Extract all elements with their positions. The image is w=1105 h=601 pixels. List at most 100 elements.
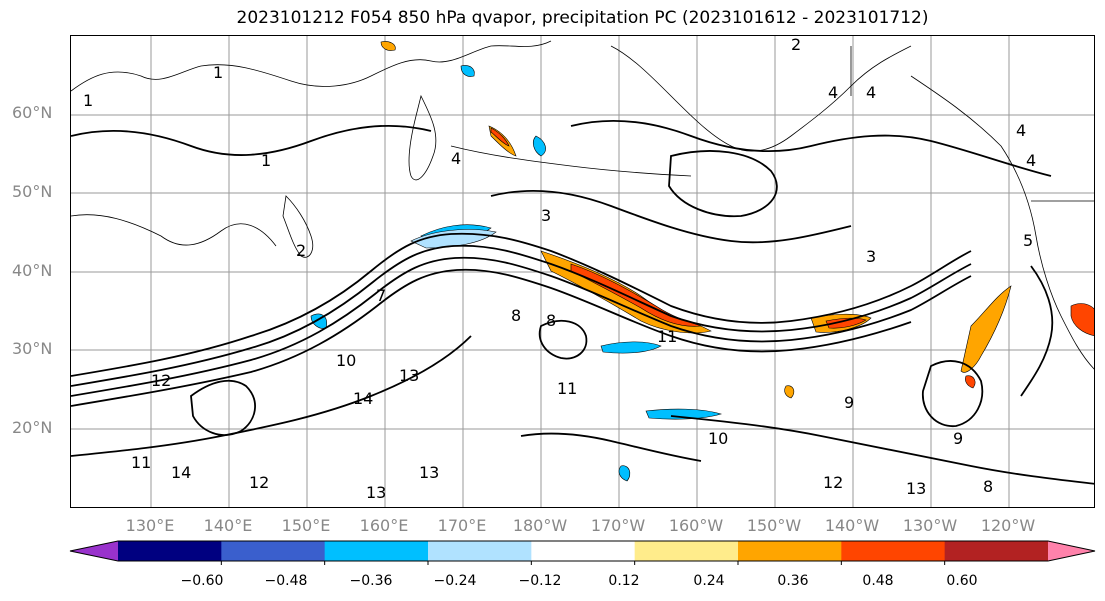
lon-label-160e: 160°E <box>359 516 409 535</box>
precip-orange-small1 <box>965 375 976 389</box>
lon-label-150w: 150°W <box>746 516 802 535</box>
contour-label: 3 <box>866 247 876 266</box>
contour-label: 8 <box>511 306 521 325</box>
contour-jet-1 <box>71 232 972 377</box>
contour-label: 1 <box>83 91 93 110</box>
contour-label: 4 <box>866 83 876 102</box>
lon-label-140e: 140°E <box>203 516 253 535</box>
contour-label: 4 <box>451 149 461 168</box>
contour-east-loop <box>922 360 984 427</box>
contour-label: 12 <box>249 473 269 492</box>
contour-label: 8 <box>546 311 556 330</box>
contour-jet-4 <box>71 268 912 407</box>
contour-label: 14 <box>171 463 191 482</box>
lat-label-40n: 40°N <box>12 261 53 280</box>
contour-label: 8 <box>983 477 993 496</box>
contour-label: 2 <box>296 241 306 260</box>
colorbar-tick-label: 0.24 <box>693 573 725 589</box>
colorbar-segment <box>221 541 326 561</box>
contour-label: 7 <box>376 286 386 305</box>
colorbar-tick-label: −0.36 <box>349 573 393 589</box>
graticule <box>71 36 1094 507</box>
colorbar-segment <box>634 541 739 561</box>
contour-label: 12 <box>823 473 843 492</box>
colorbar-segment <box>944 541 1049 561</box>
contour-label: 1 <box>213 63 223 82</box>
lat-label-30n: 30°N <box>12 339 53 358</box>
contour-label: 5 <box>1023 231 1033 250</box>
lon-label-170e: 170°E <box>437 516 487 535</box>
contour-label: 13 <box>366 483 386 502</box>
contour-south-2 <box>670 415 1094 485</box>
coast-kamchatka <box>408 94 437 181</box>
lon-label-150e: 150°E <box>281 516 331 535</box>
contour-gulf-loop <box>668 150 778 218</box>
lon-label-130e: 130°E <box>125 516 175 535</box>
colorbar-tick-label: −0.48 <box>264 573 308 589</box>
lat-label-20n: 20°N <box>12 418 53 437</box>
colorbar-tick-label: 0.36 <box>777 573 809 589</box>
precip-orange-coast <box>960 285 1012 373</box>
precip-orange-small2 <box>784 385 795 399</box>
contour-label: 13 <box>906 479 926 498</box>
precip-blue-north <box>460 65 475 77</box>
colorbar-tick-label: −0.12 <box>518 573 562 589</box>
colorbar-segment <box>428 541 532 561</box>
colorbar-tick-label: −0.24 <box>433 573 477 589</box>
contour-loop-center <box>538 319 588 360</box>
contour-label: 12 <box>151 371 171 390</box>
contour-label: 9 <box>844 393 854 412</box>
precip-red-band <box>570 263 702 327</box>
contour-label: 9 <box>953 429 963 448</box>
contour-label: 11 <box>557 379 577 398</box>
qvapor-contours <box>71 119 1094 485</box>
colorbar-segment <box>531 541 636 561</box>
lon-label-170w: 170°W <box>590 516 646 535</box>
contour-north-2 <box>570 119 1052 177</box>
contour-label: 10 <box>708 429 728 448</box>
precip-shading <box>310 41 1094 482</box>
contour-label: 4 <box>1026 151 1036 170</box>
lat-label-60n: 60°N <box>12 103 53 122</box>
map-canvas: 1 1 2 3 4 4 4 4 4 2 1 3 5 7 8 8 10 11 12… <box>71 36 1094 507</box>
contour-label: 11 <box>657 327 677 346</box>
precip-blue-left2 <box>532 135 546 157</box>
colorbar-tick-label: 0.60 <box>946 573 978 589</box>
contour-jet-2 <box>71 244 972 387</box>
lon-label-180w: 180°W <box>512 516 568 535</box>
contour-south-1 <box>71 335 472 457</box>
contour-label: 4 <box>1016 121 1026 140</box>
lon-label-160w: 160°W <box>668 516 724 535</box>
colorbar-segment <box>324 541 429 561</box>
contour-label: 1 <box>261 151 271 170</box>
colorbar-extend-max <box>1048 541 1095 561</box>
contour-south-3 <box>520 432 702 462</box>
coastlines <box>71 40 1094 370</box>
precip-blue-south <box>645 408 723 420</box>
colorbar-outline <box>69 540 1096 562</box>
coast-asia-north <box>71 40 552 92</box>
coast-korea-china <box>71 214 277 247</box>
colorbar-extend-min <box>70 541 118 561</box>
contour-north-1 <box>71 124 432 156</box>
precip-red-coast <box>1070 303 1094 336</box>
colorbar-tick-label: −0.60 <box>180 573 224 589</box>
precip-blue-small <box>618 465 631 482</box>
contour-label: 11 <box>131 453 151 472</box>
contour-label: 13 <box>419 463 439 482</box>
colorbar-tick-label: 0.12 <box>608 573 640 589</box>
precip-red-east <box>825 317 867 329</box>
colorbar-segment <box>118 541 222 561</box>
colorbar-segment <box>738 541 842 561</box>
colorbar-segments <box>69 540 1096 565</box>
map-title: 2023101212 F054 850 hPa qvapor, precipit… <box>236 8 929 28</box>
contour-label: 14 <box>353 389 373 408</box>
contour-jet-3 <box>71 256 972 397</box>
contour-label: 3 <box>541 206 551 225</box>
contour-label: 13 <box>399 366 419 385</box>
contour-se-coast <box>1020 265 1054 397</box>
coast-aleutians <box>450 145 692 177</box>
contour-label-group: 1 1 2 3 4 4 4 4 4 2 1 3 5 7 8 8 10 11 12… <box>83 36 1036 502</box>
contour-label: 10 <box>336 351 356 370</box>
coast-japan <box>282 195 314 258</box>
